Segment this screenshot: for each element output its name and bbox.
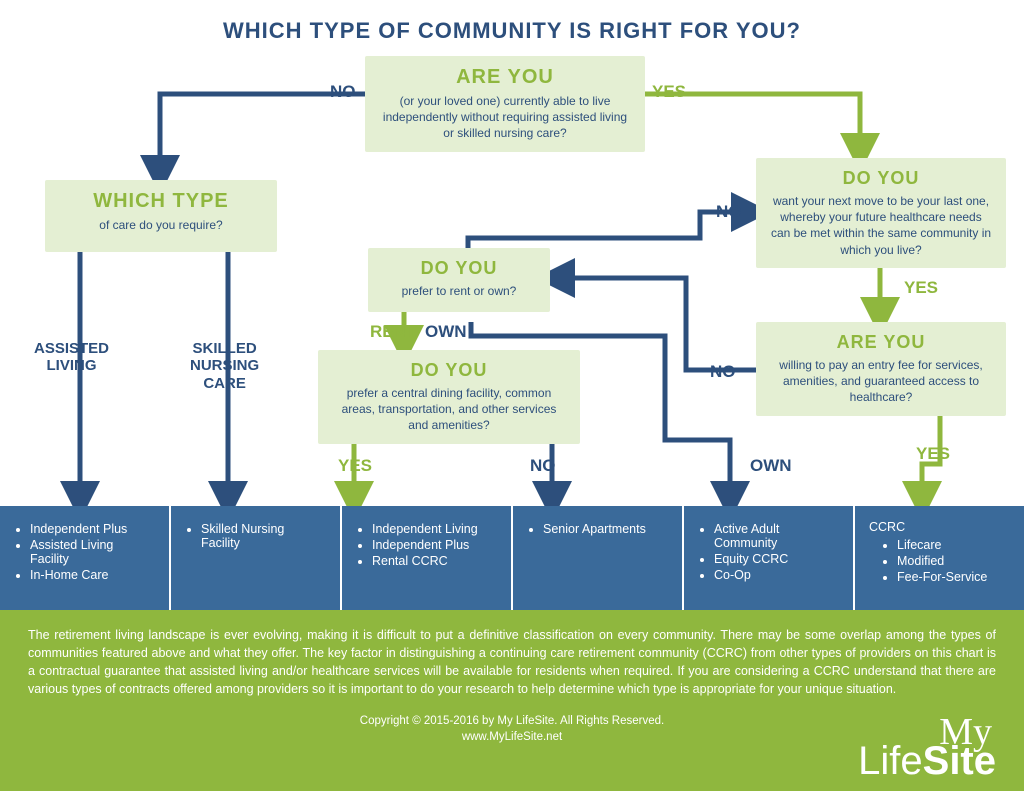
edge-label-no1: NO: [330, 82, 356, 102]
result-list: Lifecare Modified Fee-For-Service: [869, 538, 1010, 584]
edge-label-rent: RENT: [370, 322, 416, 342]
question-last-move: DO YOU want your next move to be your la…: [756, 158, 1006, 268]
node-subtext: (or your loved one) currently able to li…: [379, 93, 631, 142]
result-item: Equity CCRC: [714, 552, 839, 566]
copyright: Copyright © 2015-2016 by My LifeSite. Al…: [28, 713, 996, 746]
result-item: Modified: [897, 554, 1010, 568]
result-head: CCRC: [869, 520, 1010, 534]
footer: The retirement living landscape is ever …: [0, 610, 1024, 791]
result-item: Independent Plus: [372, 538, 497, 552]
care-label-line: NURSING: [190, 357, 259, 374]
node-heading: DO YOU: [770, 168, 992, 189]
node-subtext: want your next move to be your last one,…: [770, 193, 992, 258]
question-which-care: WHICH TYPE of care do you require?: [45, 180, 277, 252]
logo-lifesite: LifeSite: [858, 739, 996, 783]
edge-label-no2: NO: [716, 202, 742, 222]
result-list: Skilled Nursing Facility: [185, 522, 326, 550]
result-list: Senior Apartments: [527, 522, 668, 536]
result-list: Active Adult Community Equity CCRC Co-Op: [698, 522, 839, 582]
result-item: Fee-For-Service: [897, 570, 1010, 584]
node-heading: WHICH TYPE: [59, 190, 263, 213]
logo: My LifeSite: [858, 715, 996, 779]
result-item: Co-Op: [714, 568, 839, 582]
result-cell-0: Independent Plus Assisted Living Facility…: [0, 506, 171, 610]
edge-label-own: OWN: [425, 322, 467, 342]
edge-label-no4: NO: [530, 456, 556, 476]
result-cell-2: Independent Living Independent Plus Rental…: [342, 506, 513, 610]
node-heading: DO YOU: [382, 258, 536, 279]
edge-label-no3: NO: [710, 362, 736, 382]
edge-label-yes2: YES: [904, 278, 938, 298]
node-heading: ARE YOU: [379, 66, 631, 89]
result-item: Assisted Living Facility: [30, 538, 155, 566]
care-label-line: LIVING: [34, 357, 109, 374]
node-subtext: of care do you require?: [59, 217, 263, 233]
result-item: Independent Living: [372, 522, 497, 536]
copyright-line: Copyright © 2015-2016 by My LifeSite. Al…: [28, 713, 996, 730]
result-item: Rental CCRC: [372, 554, 497, 568]
result-item: In-Home Care: [30, 568, 155, 582]
node-subtext: willing to pay an entry fee for services…: [770, 357, 992, 406]
result-cell-5: CCRC Lifecare Modified Fee-For-Service: [855, 506, 1024, 610]
care-label-line: CARE: [190, 375, 259, 392]
care-label-line: SKILLED: [190, 340, 259, 357]
page-title: WHICH TYPE OF COMMUNITY IS RIGHT FOR YOU…: [0, 0, 1024, 44]
result-item: Active Adult Community: [714, 522, 839, 550]
result-list: Independent Living Independent Plus Rental…: [356, 522, 497, 568]
node-heading: DO YOU: [332, 360, 566, 381]
question-rent-own: DO YOU prefer to rent or own?: [368, 248, 550, 312]
result-list: Independent Plus Assisted Living Facility…: [14, 522, 155, 582]
results-bar: Independent Plus Assisted Living Facility…: [0, 506, 1024, 610]
node-subtext: prefer to rent or own?: [382, 283, 536, 299]
footer-text: The retirement living landscape is ever …: [28, 626, 996, 699]
label-assisted-living: ASSISTED LIVING: [34, 340, 109, 375]
flowchart-area: ARE YOU (or your loved one) currently ab…: [0, 50, 1024, 506]
result-cell-4: Active Adult Community Equity CCRC Co-Op: [684, 506, 855, 610]
node-subtext: prefer a central dining facility, common…: [332, 385, 566, 434]
care-label-line: ASSISTED: [34, 340, 109, 357]
result-item: Lifecare: [897, 538, 1010, 552]
edge-label-own2: OWN: [750, 456, 792, 476]
edge-label-yes3: YES: [916, 444, 950, 464]
question-independent: ARE YOU (or your loved one) currently ab…: [365, 56, 645, 152]
copyright-line: www.MyLifeSite.net: [28, 729, 996, 746]
result-item: Skilled Nursing Facility: [201, 522, 326, 550]
question-amenities: DO YOU prefer a central dining facility,…: [318, 350, 580, 444]
node-heading: ARE YOU: [770, 332, 992, 353]
edge-label-yes4: YES: [338, 456, 372, 476]
question-entry-fee: ARE YOU willing to pay an entry fee for …: [756, 322, 1006, 416]
result-cell-3: Senior Apartments: [513, 506, 684, 610]
result-item: Independent Plus: [30, 522, 155, 536]
edge-label-yes1: YES: [652, 82, 686, 102]
result-cell-1: Skilled Nursing Facility: [171, 506, 342, 610]
label-skilled-nursing: SKILLED NURSING CARE: [190, 340, 259, 392]
result-item: Senior Apartments: [543, 522, 668, 536]
